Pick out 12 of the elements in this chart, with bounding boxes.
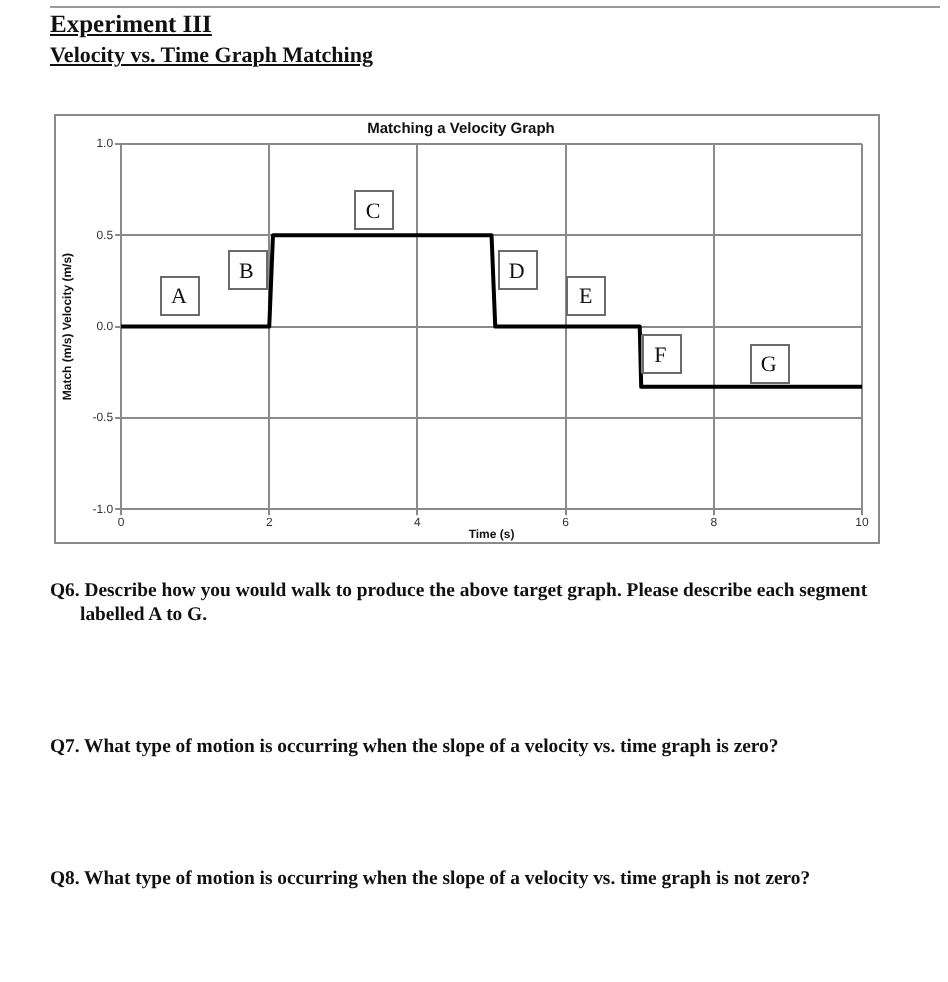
text: Q7. What type of motion is occurring when the slope of a velocity vs. time graph is zero?: [50, 736, 781, 760]
text: Experiment III: [50, 10, 212, 40]
text: Q6. Describe how you would walk to produce the above target graph. Please describe each segment labelled A to G.: [50, 580, 870, 628]
text: Q8. What type of motion is occurring when the slope of a velocity vs. time graph is not zero?: [50, 868, 813, 892]
annotation: B: [238, 259, 254, 284]
annotation: D: [508, 259, 525, 284]
annotation: A: [170, 285, 187, 310]
annotation: G: [760, 352, 777, 377]
annotation: F: [654, 343, 667, 368]
text: Velocity vs. Time Graph Matching: [50, 44, 373, 68]
annotation: E: [578, 285, 593, 310]
annotation: C: [365, 199, 381, 224]
